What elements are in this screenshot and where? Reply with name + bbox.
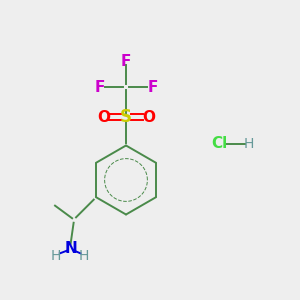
Text: Cl: Cl [211,136,227,152]
Text: O: O [97,110,110,124]
Text: F: F [147,80,158,94]
Text: H: H [244,137,254,151]
Text: O: O [142,110,155,124]
Text: S: S [120,108,132,126]
Text: F: F [94,80,105,94]
Text: H: H [79,249,89,263]
Text: H: H [51,249,62,263]
Text: N: N [64,241,77,256]
Text: F: F [121,54,131,69]
